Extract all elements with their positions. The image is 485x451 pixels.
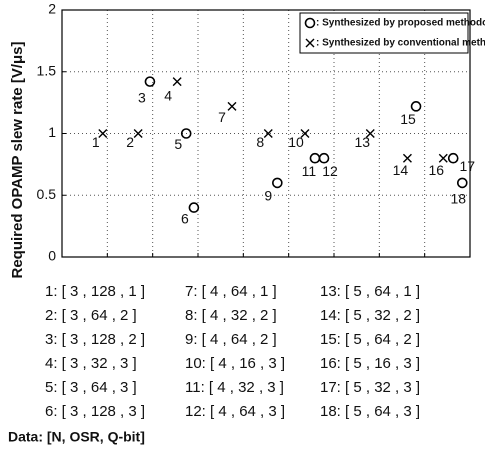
data-point <box>456 177 468 189</box>
data-point <box>402 153 412 163</box>
point-label: 9 <box>264 188 272 204</box>
data-point <box>447 152 459 164</box>
data-point <box>365 129 375 138</box>
point-label: 14 <box>393 162 409 178</box>
point-label: 5 <box>174 136 182 152</box>
point-label: 2 <box>126 134 134 150</box>
table-cell: 7: [ 4 , 64 , 1 ] <box>185 283 277 300</box>
table-cell: 9: [ 4 , 64 , 2 ] <box>185 331 277 348</box>
table-cell: 13: [ 5 , 64 , 1 ] <box>320 283 420 300</box>
point-label: 10 <box>288 134 304 150</box>
data-point <box>318 152 330 164</box>
point-label: 4 <box>164 87 172 103</box>
point-label: 15 <box>400 111 416 127</box>
table-cell: 10: [ 4 , 16 , 3 ] <box>185 355 285 372</box>
legend-label: : Synthesized by conventional methodolog… <box>316 38 485 49</box>
table-cell: 6: [ 3 , 128 , 3 ] <box>45 403 145 420</box>
data-point <box>98 129 108 138</box>
table-cell: 11: [ 4 , 32 , 3 ] <box>185 379 284 396</box>
table-cell: 12: [ 4 , 64 , 3 ] <box>185 403 285 420</box>
data-point <box>133 129 143 138</box>
legend-label: : Synthesized by proposed methodology <box>316 18 485 29</box>
point-label: 3 <box>138 89 146 105</box>
data-point <box>438 153 448 163</box>
table-cell: 15: [ 5 , 64 , 2 ] <box>320 331 420 348</box>
data-point <box>188 202 200 213</box>
data-point <box>180 128 192 139</box>
table-cell: 18: [ 5 , 64 , 3 ] <box>320 403 420 420</box>
point-label: 16 <box>428 162 444 178</box>
data-point <box>410 101 422 112</box>
table-cell: 14: [ 5 , 32 , 2 ] <box>320 307 420 324</box>
point-label: 7 <box>218 109 226 125</box>
legend-marker <box>304 17 316 29</box>
table-cell: 2: [ 3 , 64 , 2 ] <box>45 307 137 324</box>
legend-marker <box>305 38 315 48</box>
y-tick-label: 0.5 <box>37 186 57 202</box>
point-label: 1 <box>92 134 100 150</box>
data-point <box>300 129 310 138</box>
table-cell: 3: [ 3 , 128 , 2 ] <box>45 331 145 348</box>
point-label: 8 <box>256 134 264 150</box>
data-point <box>272 177 283 189</box>
data-note: Data: [N, OSR, Q-bit] <box>8 429 145 445</box>
data-point <box>227 101 237 111</box>
table-cell: 5: [ 3 , 64 , 3 ] <box>45 379 137 396</box>
data-point <box>172 77 182 87</box>
data-point <box>309 152 321 164</box>
table-cell: 4: [ 3 , 32 , 3 ] <box>45 355 137 372</box>
y-tick-label: 1.5 <box>37 62 57 78</box>
y-tick-label: 2 <box>48 1 56 17</box>
plot-frame <box>61 9 471 258</box>
y-tick-label: 1 <box>48 124 56 140</box>
legend-box <box>299 12 469 54</box>
point-label: 6 <box>181 210 189 226</box>
point-label: 17 <box>459 158 475 174</box>
data-point <box>263 129 273 138</box>
table-cell: 16: [ 5 , 16 , 3 ] <box>320 355 420 372</box>
point-label: 18 <box>451 191 467 207</box>
y-tick-label: 0 <box>48 248 56 264</box>
y-axis-label: Required OPAMP slew rate [V/μs] <box>9 41 26 278</box>
point-label: 11 <box>302 163 317 179</box>
table-cell: 17: [ 5 , 32 , 3 ] <box>320 379 420 396</box>
point-label: 12 <box>322 163 338 179</box>
point-label: 13 <box>354 134 370 150</box>
data-point <box>144 76 156 87</box>
table-cell: 8: [ 4 , 32 , 2 ] <box>185 307 277 324</box>
table-cell: 1: [ 3 , 128 , 1 ] <box>45 283 145 300</box>
